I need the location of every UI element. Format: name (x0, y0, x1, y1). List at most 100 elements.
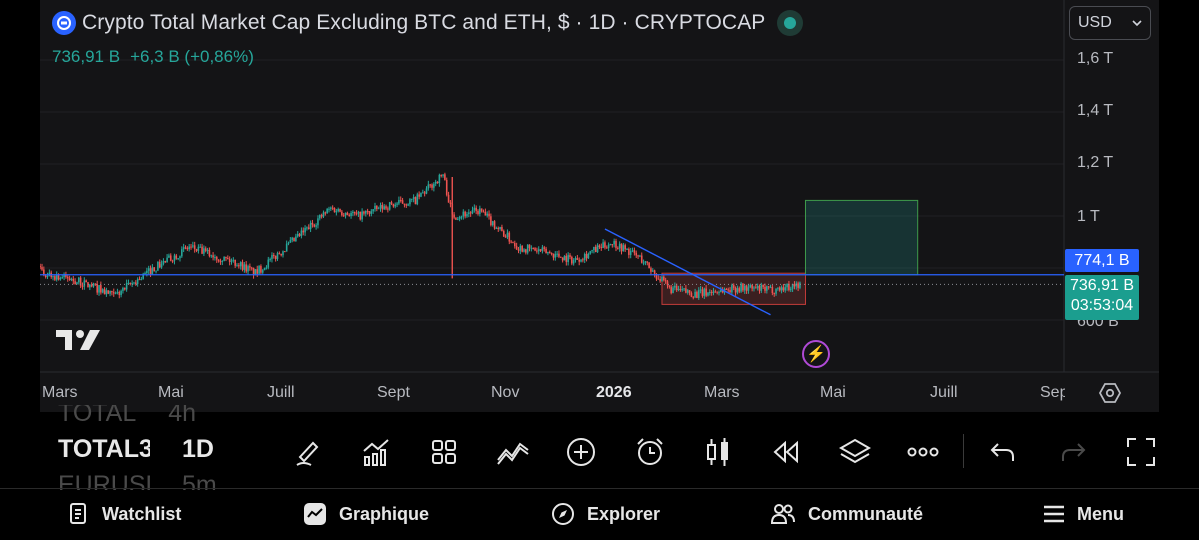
more-icon[interactable] (901, 430, 945, 474)
candle-body (260, 266, 262, 273)
candle-body (758, 286, 761, 291)
candle-body (100, 285, 102, 293)
candle-body (583, 253, 586, 260)
candle-body (101, 289, 104, 293)
time-tick: Juill (267, 384, 295, 401)
symbol-item-active[interactable]: TOTAL3 1D (58, 435, 214, 464)
candle-body (199, 246, 202, 248)
compare-icon[interactable] (491, 430, 535, 474)
time-tick: Juill (930, 384, 958, 401)
candle-body (543, 247, 546, 249)
candle-body (331, 207, 334, 209)
candle-body (171, 260, 174, 262)
nav-watchlist[interactable]: Watchlist (68, 494, 181, 534)
nav-community[interactable]: Communauté (770, 494, 923, 534)
candle-body (418, 194, 420, 197)
candle-body (387, 208, 389, 210)
candle-body (688, 290, 691, 293)
nav-explore[interactable]: Explorer (551, 494, 660, 534)
candle-body (773, 293, 776, 295)
candle-body (227, 258, 229, 260)
nav-menu[interactable]: Menu (1043, 494, 1124, 534)
nav-menu-label: Menu (1077, 503, 1124, 524)
symbol-item[interactable]: EURUSD 5m (58, 471, 217, 490)
candle-body (445, 179, 448, 195)
alert-clock-icon[interactable] (628, 430, 672, 474)
layouts-grid-icon[interactable] (422, 430, 466, 474)
lightning-icon[interactable]: ⚡ (802, 340, 830, 368)
candle-body (743, 285, 746, 291)
candle-body (142, 273, 144, 279)
replay-icon[interactable] (764, 430, 808, 474)
candle-body (697, 290, 700, 298)
candle-body (274, 255, 277, 259)
candle-body (473, 207, 476, 211)
nav-chart[interactable]: Graphique (303, 494, 429, 534)
candle-body (122, 288, 124, 291)
candle-body (444, 174, 446, 180)
candle-body (74, 281, 76, 285)
candle-body (663, 276, 665, 281)
currency-select[interactable]: USD (1069, 6, 1151, 40)
candle-body (655, 273, 658, 279)
candle-body (571, 256, 573, 264)
draw-brush-icon[interactable] (286, 430, 330, 474)
candle-body (306, 227, 308, 229)
candle-body (766, 286, 768, 291)
undo-icon[interactable] (981, 430, 1025, 474)
last-price-value: 736,91 B (1069, 277, 1135, 294)
candle-body (675, 285, 678, 291)
candle-body (208, 249, 211, 256)
candle-body (116, 291, 119, 293)
chart-annotations (661, 199, 919, 305)
candle-body (504, 236, 507, 238)
candle-body (241, 262, 244, 270)
candle-body (125, 283, 128, 290)
candle-body (81, 285, 84, 287)
chart-title[interactable]: Crypto Total Market Cap Excluding BTC an… (82, 11, 766, 34)
candle-body (112, 292, 115, 294)
candle-body (379, 204, 382, 209)
chevron-down-icon (1132, 20, 1142, 27)
candle-body (280, 253, 282, 256)
chart-settings-icon[interactable] (1098, 381, 1122, 410)
candle-body (526, 244, 529, 253)
candle-body (398, 200, 400, 204)
layers-icon[interactable] (833, 430, 877, 474)
add-icon[interactable] (559, 430, 603, 474)
candle-body (206, 249, 209, 251)
chart-overlay (40, 228, 1064, 316)
time-tick: Mai (820, 384, 846, 401)
symbol-item[interactable]: TOTAL 4h (58, 405, 196, 428)
candle-body (377, 208, 380, 210)
candle-body (344, 212, 347, 216)
candle-body (502, 230, 505, 237)
time-tick: Mai (158, 384, 184, 401)
chart-panel[interactable]: Crypto Total Market Cap Excluding BTC an… (40, 0, 1159, 412)
symbol-picker[interactable]: TOTAL 4h TOTAL3 1D EURUSD 5m (58, 405, 228, 490)
candle-body (620, 243, 623, 252)
candle-body (591, 250, 593, 252)
candle-body (442, 174, 444, 176)
candle-body (370, 211, 373, 214)
candles-icon[interactable] (696, 430, 740, 474)
candle-body (742, 283, 744, 291)
candle-body (348, 214, 351, 217)
last-value: 736,91 B (52, 47, 121, 66)
redo-icon[interactable] (1051, 430, 1095, 474)
time-tick: Mars (704, 384, 740, 401)
candle-body (322, 212, 325, 217)
candle-body (77, 277, 80, 283)
indicators-icon[interactable] (354, 430, 398, 474)
candle-body (624, 245, 626, 250)
candle-body (223, 256, 225, 261)
candle-body (705, 288, 707, 296)
time-tick-year: 2026 (596, 384, 632, 401)
candle-body (547, 251, 549, 254)
fullscreen-icon[interactable] (1119, 430, 1163, 474)
price-chart[interactable] (40, 0, 1159, 412)
candle-body (532, 247, 535, 249)
candle-body (353, 211, 356, 214)
market-status-icon[interactable] (777, 10, 804, 36)
candle-body (181, 249, 183, 257)
